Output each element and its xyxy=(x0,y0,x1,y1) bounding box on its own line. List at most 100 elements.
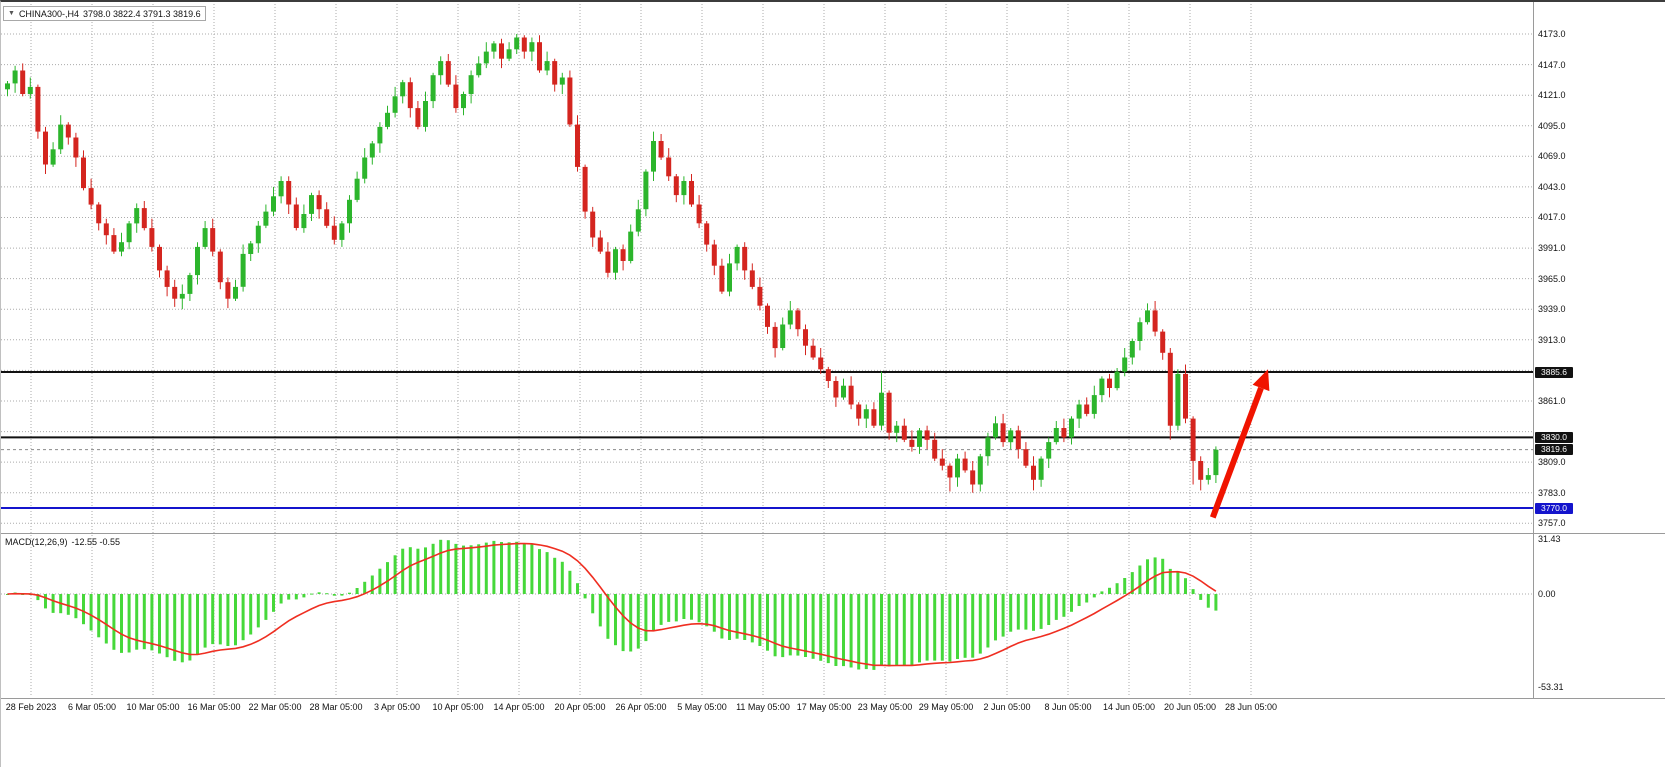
time-axis-label: 29 May 05:00 xyxy=(918,702,974,712)
candle-up xyxy=(1069,418,1074,438)
price-tick-label: 3757.0 xyxy=(1538,518,1566,529)
candle-up xyxy=(1129,341,1135,358)
candle-down xyxy=(65,124,71,138)
candle-down xyxy=(567,77,573,125)
candle-up xyxy=(119,242,124,252)
price-tick-label: 4043.0 xyxy=(1538,181,1566,192)
price-tick-label: 3965.0 xyxy=(1538,273,1566,284)
candle-up xyxy=(643,171,649,210)
time-axis-label: 28 Mar 05:00 xyxy=(309,702,363,712)
candle-down xyxy=(673,176,679,196)
candle-up xyxy=(514,37,520,50)
price-tick-label: 3809.0 xyxy=(1538,457,1566,468)
candle-down xyxy=(1107,378,1112,388)
candle-down xyxy=(901,425,907,440)
candle-up xyxy=(309,195,314,214)
candle-down xyxy=(590,211,596,238)
candle-down xyxy=(331,225,337,240)
macd-name: MACD(12,26,9) xyxy=(5,537,68,547)
candle-up xyxy=(1099,378,1105,396)
candle-up xyxy=(1076,404,1082,419)
candle-down xyxy=(582,166,588,212)
macd-tick-label: 0.00 xyxy=(1538,589,1556,599)
candle-up xyxy=(423,101,428,127)
candle-up xyxy=(727,263,732,292)
candle-down xyxy=(696,204,702,224)
ohlc-values: 3798.0 3822.4 3791.3 3819.6 xyxy=(82,8,201,19)
current-price-badge: 3819.6 xyxy=(1535,444,1573,456)
candle-up xyxy=(780,324,786,348)
candle-down xyxy=(765,305,770,327)
time-axis-label: 20 Apr 05:00 xyxy=(554,702,606,712)
candle-down xyxy=(833,381,839,398)
time-axis-label: 10 Apr 05:00 xyxy=(432,702,484,712)
candle-up xyxy=(50,149,56,165)
macd-histogram xyxy=(6,539,1218,670)
candle-down xyxy=(818,357,824,370)
candle-up xyxy=(240,253,246,287)
price-tick-label: 3913.0 xyxy=(1538,334,1566,345)
candle-down xyxy=(316,195,322,210)
candle-up xyxy=(468,75,474,94)
candle-up xyxy=(400,82,406,97)
candle-up xyxy=(385,112,390,127)
candle-down xyxy=(141,208,147,229)
candle-up xyxy=(195,246,200,276)
candle-up xyxy=(613,249,618,273)
candle-down xyxy=(597,237,603,252)
time-axis-label: 3 Apr 05:00 xyxy=(373,702,421,712)
chart-dropdown-icon[interactable]: ▼ xyxy=(8,10,15,17)
price-tick-label: 4017.0 xyxy=(1538,212,1566,223)
candle-up xyxy=(1213,449,1219,476)
candle-up xyxy=(5,83,10,90)
candle-up xyxy=(255,225,261,244)
candle-down xyxy=(88,188,94,205)
candle-down xyxy=(939,458,945,466)
candle-up xyxy=(635,209,641,232)
candle-down xyxy=(521,37,527,52)
candle-down xyxy=(810,345,816,358)
candle-down xyxy=(453,84,459,109)
candle-down xyxy=(1183,373,1188,419)
candle-up xyxy=(1145,310,1150,323)
candle-up xyxy=(263,211,269,226)
trend-arrow[interactable] xyxy=(1209,369,1270,519)
symbol-timeframe: CHINA300-,H4 xyxy=(18,8,79,19)
candle-up xyxy=(529,42,535,52)
candle-up xyxy=(301,214,307,229)
candle-down xyxy=(575,124,580,167)
candle-up xyxy=(506,49,512,59)
time-axis-label: 16 Mar 05:00 xyxy=(187,702,241,712)
candle-down xyxy=(149,228,155,247)
candle-down xyxy=(932,439,938,459)
candle-down xyxy=(35,86,41,132)
candle-up xyxy=(187,275,193,294)
candle-up xyxy=(1205,475,1211,480)
candle-down xyxy=(210,228,216,252)
candle-down xyxy=(286,181,292,205)
price-tick-label: 4121.0 xyxy=(1538,90,1566,101)
macd-values: -12.55 -0.55 xyxy=(71,537,121,547)
price-tick-label: 4069.0 xyxy=(1538,151,1566,162)
candle-down xyxy=(43,131,48,165)
candle-down xyxy=(225,282,231,299)
candle-down xyxy=(871,409,877,426)
candle-up xyxy=(12,70,18,84)
candle-up xyxy=(1053,428,1059,443)
candle-down xyxy=(825,369,831,381)
candle-down xyxy=(111,235,117,252)
candle-down xyxy=(1061,428,1067,438)
symbol-ohlc-label: ▼ CHINA300-,H4 3798.0 3822.4 3791.3 3819… xyxy=(3,6,206,21)
time-axis-label: 14 Jun 05:00 xyxy=(1102,702,1156,712)
candle-up xyxy=(1008,430,1014,443)
candle-down xyxy=(605,251,611,273)
candle-down xyxy=(1084,404,1090,414)
candle-down xyxy=(772,326,778,349)
candle-up xyxy=(202,228,208,247)
candle-up xyxy=(787,310,793,325)
candle-up xyxy=(1122,357,1128,372)
candle-up xyxy=(438,61,444,76)
candle-down xyxy=(666,157,672,177)
